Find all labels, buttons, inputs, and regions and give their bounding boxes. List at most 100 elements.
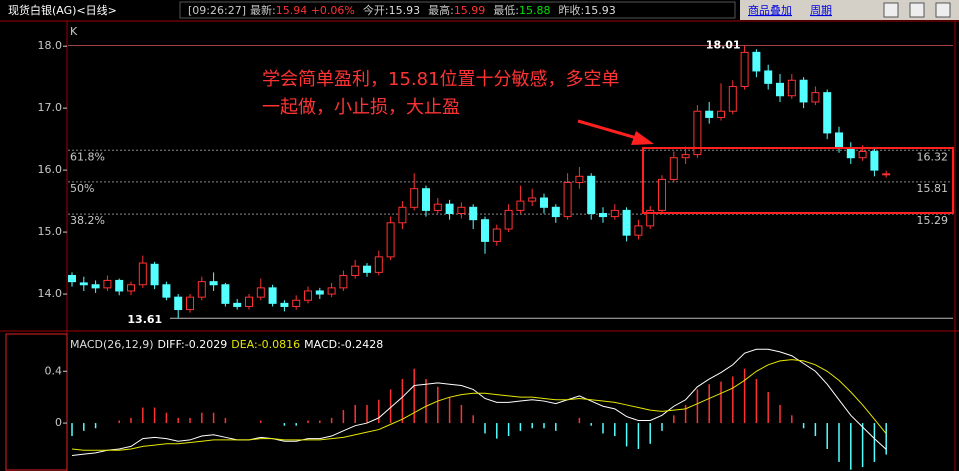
candle-body: [327, 287, 336, 295]
candle-body: [127, 284, 135, 292]
candle-body: [138, 262, 147, 286]
low-label: 13.61: [127, 313, 162, 326]
candle-body: [363, 265, 371, 273]
candle-body: [398, 206, 407, 224]
candle-body: [221, 284, 230, 304]
candle-body: [634, 225, 643, 236]
candle-body: [846, 147, 855, 159]
candle-body: [68, 274, 76, 283]
overlay-link[interactable]: 商品叠加: [748, 3, 792, 17]
candle-body: [551, 206, 560, 218]
candle-body: [811, 92, 820, 103]
candle-body: [268, 287, 277, 304]
time: [09:26:27]: [188, 4, 246, 17]
plot: 14.0 15.0 16.0 17.0 18.0 18.01 13.61 61.8% 16.32…: [38, 39, 953, 470]
candle-body: [256, 287, 265, 298]
arrow-head: [631, 131, 654, 145]
candle-body: [740, 51, 749, 87]
candle-body: [622, 209, 631, 236]
candle-body: [799, 79, 808, 103]
fib-value: 15.29: [917, 214, 949, 227]
y-tick-label: 0.4: [45, 364, 63, 377]
toolbar-bg: [740, 0, 959, 20]
candle-body: [764, 70, 773, 84]
candle-body: [162, 284, 171, 298]
fib-value: 16.32: [917, 150, 949, 163]
candle-body: [304, 290, 312, 301]
candle-body: [433, 203, 442, 211]
y-tick-label: 16.0: [38, 163, 63, 176]
icon-button[interactable]: [883, 2, 899, 18]
candle-body: [103, 279, 112, 289]
candle-body: [528, 197, 537, 202]
field-value: 15.88: [519, 4, 551, 17]
candle-body: [504, 209, 513, 230]
candle-body: [563, 182, 572, 218]
macd-line: [71, 348, 887, 456]
fib-label: 61.8%: [70, 150, 105, 163]
candle-body: [540, 197, 548, 208]
candle-body: [386, 222, 395, 258]
candle-body: [374, 256, 383, 273]
candle-body: [292, 299, 301, 307]
legend-item: MACD:-0.2428: [304, 338, 383, 351]
macd-axis-box: [5, 333, 68, 471]
icon-button[interactable]: [935, 2, 951, 18]
macd-legend: MACD(26,12,9) DIFF:-0.2029 DEA:-0.0816 MACD…: [70, 338, 383, 351]
candle-body: [351, 265, 360, 276]
legend-item: DEA:-0.0816: [231, 338, 300, 351]
candle-body: [717, 110, 725, 118]
candle-body: [646, 209, 655, 227]
arrow: [577, 119, 641, 141]
candle-body: [610, 209, 619, 218]
candle-body: [481, 219, 489, 242]
legend-item: DIFF:-0.2029: [158, 338, 228, 351]
candle-body: [516, 200, 525, 211]
candle-body: [658, 178, 666, 211]
high-label: 18.01: [706, 39, 741, 52]
candle-body: [787, 79, 796, 97]
candle-body: [79, 282, 88, 286]
annotation: 一起做，小止损，大止盈: [262, 97, 460, 118]
legend-item: MACD(26,12,9): [70, 338, 154, 351]
candle-body: [870, 151, 879, 171]
candle-body: [669, 157, 678, 180]
macd-line: [71, 359, 887, 451]
candle-body: [233, 302, 242, 307]
field-label: 今开:: [363, 3, 389, 17]
period-link[interactable]: 周期: [810, 4, 832, 17]
fib-label: 50%: [70, 182, 94, 195]
candle-body: [115, 279, 124, 292]
y-tick-label: 0: [55, 416, 62, 429]
candle-body: [776, 82, 784, 97]
candle-body: [469, 206, 478, 221]
candle-body: [209, 281, 218, 286]
candle-body: [315, 290, 324, 295]
candle-body: [492, 228, 501, 242]
field-value: 15.93: [389, 4, 421, 17]
candle-body: [858, 151, 867, 159]
candle-body: [752, 51, 761, 72]
candle-body: [150, 263, 159, 286]
candle-body: [410, 188, 419, 208]
field-value: 15.93: [584, 4, 616, 17]
candle-body: [599, 212, 607, 218]
candle-body: [693, 110, 702, 156]
candle-body: [339, 274, 348, 289]
corner-label: K: [70, 25, 78, 38]
candle-body: [197, 281, 206, 298]
annotation: 学会简单盈利，15.81位置十分敏感，多空单: [262, 69, 620, 90]
candle-body: [835, 132, 843, 149]
candle-body: [422, 188, 430, 211]
candle-body: [445, 203, 454, 214]
candle-body: [728, 85, 737, 112]
candle-body: [587, 175, 596, 214]
candle-body: [575, 175, 584, 184]
candle-body: [705, 110, 714, 118]
fib-value: 15.81: [917, 182, 949, 195]
candle-body: [681, 154, 690, 159]
y-tick-label: 15.0: [38, 225, 63, 238]
icon-button[interactable]: [909, 2, 925, 18]
